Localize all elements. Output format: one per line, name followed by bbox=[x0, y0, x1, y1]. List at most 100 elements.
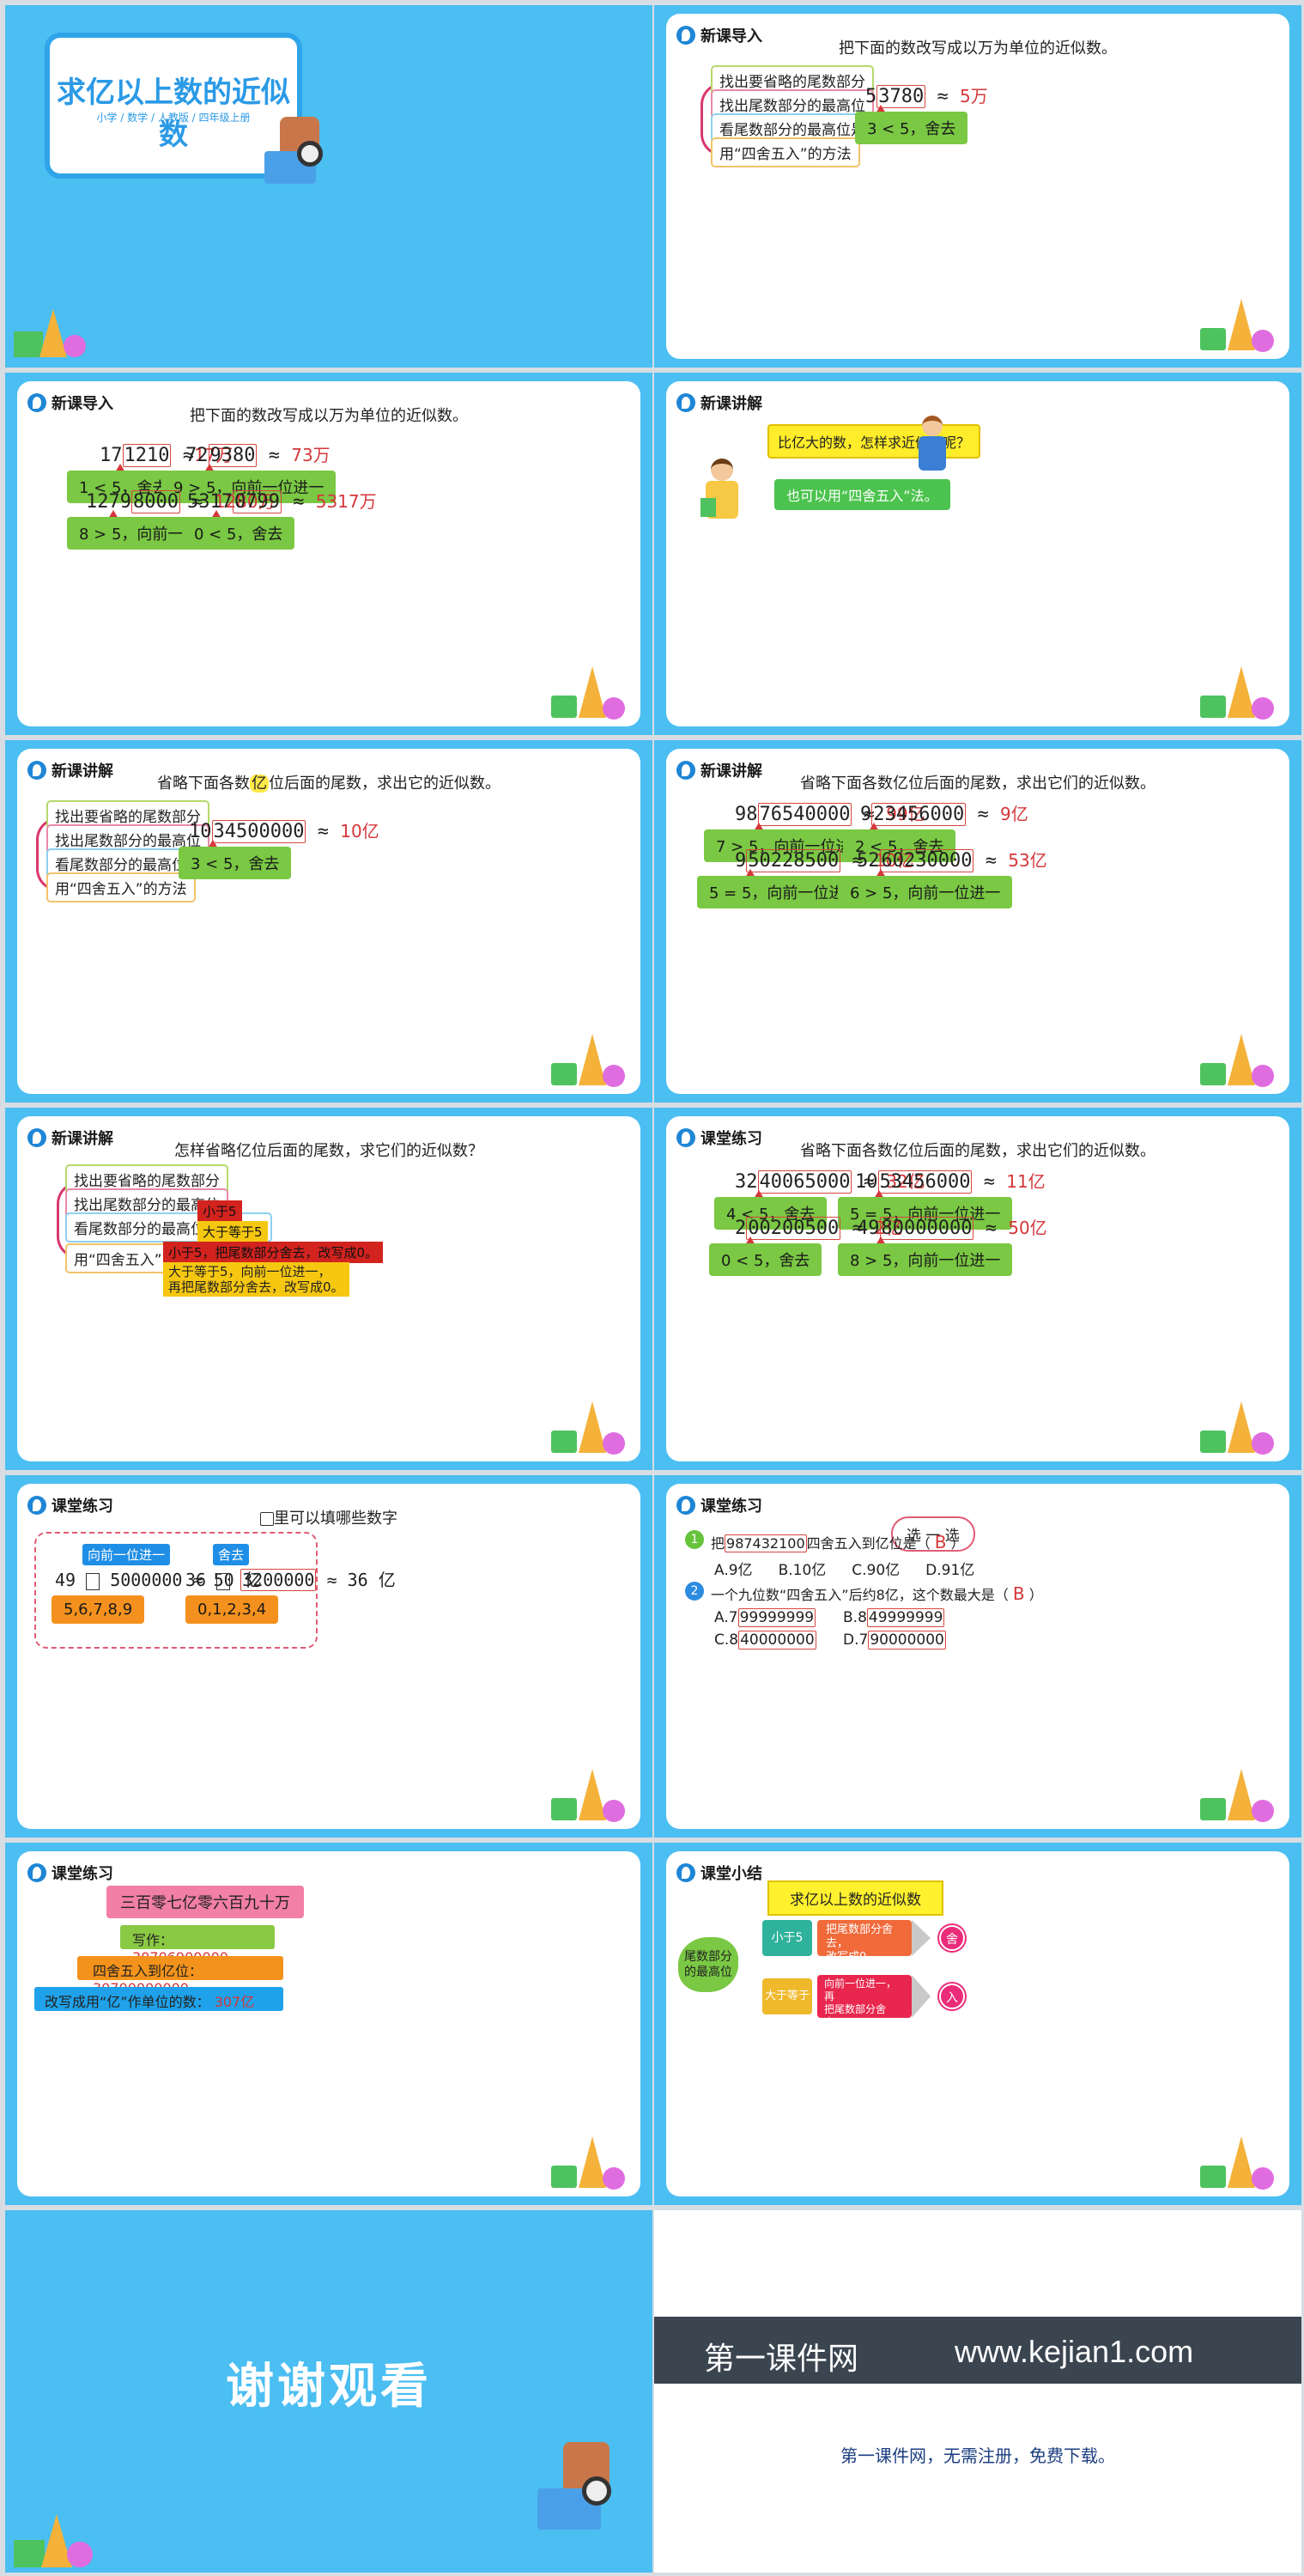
student-character-icon bbox=[701, 459, 743, 527]
brand-logo-icon bbox=[676, 393, 695, 412]
q2: 一个九位数“四舍五入”后约8亿，这个数最大是（ B ） bbox=[711, 1583, 1043, 1604]
tag-drop: 舍去 bbox=[213, 1544, 250, 1565]
expr-1: 171210 ≈17万 bbox=[100, 444, 234, 467]
slide-header: 课堂练习 bbox=[52, 1498, 113, 1516]
number-expr: 1034500000 ≈ 10亿 bbox=[189, 820, 379, 843]
slide-header: 课堂小结 bbox=[701, 1865, 762, 1883]
q2-option-d[interactable]: D.7 90000000 bbox=[843, 1631, 946, 1649]
decor-shapes bbox=[1200, 294, 1277, 354]
decor-shapes bbox=[551, 1396, 628, 1456]
brand-logo-icon bbox=[676, 1496, 695, 1515]
brand-logo-icon bbox=[676, 1863, 695, 1882]
q2-option-b[interactable]: B.8 49999999 bbox=[843, 1608, 945, 1627]
brand-logo-icon bbox=[27, 1496, 46, 1515]
pointer-icon bbox=[876, 105, 886, 113]
expr-2: 729380 ≈ 73万 bbox=[185, 444, 331, 467]
slide-header: 课堂练习 bbox=[701, 1498, 762, 1516]
slide-header: 新课讲解 bbox=[52, 762, 113, 781]
q1: 把 987432100 四舍五入到亿位是（ B ） bbox=[711, 1532, 965, 1552]
brand-bar: 第一课件网 www.kejian1.com bbox=[654, 2317, 1301, 2384]
note-2: 2 < 5，舍去 bbox=[843, 829, 956, 862]
banner-number-words: 三百零七亿零六百九十万 bbox=[106, 1886, 304, 1918]
decor-shapes bbox=[1200, 1764, 1277, 1824]
decor-books-illustration bbox=[529, 2433, 632, 2554]
q1-options: A.9亿 B.10亿 C.90亿 D.91亿 bbox=[714, 1558, 974, 1579]
expr-2: 1053456000 ≈ 11亿 bbox=[855, 1170, 1046, 1194]
slide-thanks: 谢谢观看 bbox=[5, 2210, 652, 2573]
decor-shapes bbox=[1200, 661, 1277, 721]
note-2: 9 > 5，向前一位进一 bbox=[161, 471, 337, 503]
row-yi-unit: 改写成用“亿”作单位的数： 307亿 bbox=[34, 1987, 283, 2011]
slide-lecture-4: 新课讲解 怎样省略亿位后面的尾数，求它们的近似数？ 找出要省略的尾数部分 找出尾… bbox=[5, 1108, 652, 1470]
step-4: 用“四舍五入”的方法 bbox=[711, 137, 860, 167]
slide-lecture-3: 新课讲解 省略下面各数亿位后面的尾数，求出它们的近似数。 9876540000 … bbox=[654, 740, 1301, 1103]
summary-title: 求亿以上数的近似数 bbox=[767, 1880, 943, 1916]
branch-ge-5: 大于等于5 bbox=[197, 1221, 268, 1242]
row-written: 写作： 30706900000 bbox=[120, 1925, 275, 1965]
pointer-icon bbox=[754, 1190, 764, 1199]
answer-right: 0,1,2,3,4 bbox=[185, 1595, 279, 1624]
note-1: 1 < 5，舍去 bbox=[67, 471, 180, 503]
q2-option-a[interactable]: A.7 99999999 bbox=[714, 1608, 816, 1627]
decor-shapes bbox=[14, 2494, 108, 2567]
pointer-icon bbox=[876, 869, 886, 878]
slide-header: 新课讲解 bbox=[701, 395, 762, 413]
badge-choose: 选 一 选 bbox=[891, 1516, 975, 1552]
decor-shapes bbox=[1200, 2131, 1277, 2191]
slide-header: 课堂练习 bbox=[52, 1865, 113, 1883]
q1-option-c[interactable]: C.90亿 bbox=[852, 1562, 901, 1579]
pointer-icon bbox=[108, 510, 118, 519]
pointer-icon bbox=[204, 464, 215, 472]
deck-title: 求亿以上数的近似数 bbox=[57, 76, 290, 152]
branch-ge5: 大于等于5 bbox=[762, 1978, 812, 2038]
expr-right: 36 3200000 ≈ 36 亿 bbox=[185, 1569, 396, 1591]
summary-root: 尾数部分 的最高位 bbox=[678, 1937, 738, 1992]
brand-logo-icon bbox=[27, 761, 46, 780]
blank-box-icon[interactable] bbox=[86, 1572, 100, 1590]
decor-shapes bbox=[551, 1029, 628, 1089]
decor-shapes bbox=[551, 2131, 628, 2191]
expr-4: 53170799 ≈ 5317万 bbox=[187, 490, 377, 513]
expr-3: 950228500 ≈ 10亿 bbox=[735, 849, 914, 872]
slide-practice-2: 课堂练习 里可以填哪些数字 向前一位进一 49 5000000 ≈ 50 亿 5… bbox=[5, 1475, 652, 1838]
note-2: 5 = 5，向前一位进一 bbox=[838, 1197, 1013, 1230]
slide-practice-1: 课堂练习 省略下面各数亿位后面的尾数，求出它们的近似数。 3240065000 … bbox=[654, 1108, 1301, 1470]
brand-logo-icon bbox=[27, 1128, 46, 1147]
branch-lt5: 小于5 bbox=[762, 1920, 812, 1956]
title-card: 求亿以上数的近似数 小学 / 数学 / 人教版 / 四年级上册 bbox=[45, 33, 302, 179]
brand-logo-icon bbox=[27, 1863, 46, 1882]
question: 省略下面各数亿位后面的尾数，求出它们的近似数。 bbox=[800, 775, 1155, 793]
result-round-up: 入 bbox=[939, 1984, 965, 2009]
pointer-icon bbox=[211, 510, 221, 519]
blank-box-icon[interactable] bbox=[216, 1572, 231, 1590]
branch-lt5-desc: 把尾数部分舍去， 改写成0。 bbox=[817, 1920, 912, 1964]
q1-option-d[interactable]: D.91亿 bbox=[925, 1562, 975, 1579]
branch-less-than-5: 小于5 bbox=[197, 1200, 242, 1222]
slide-lecture-1: 新课讲解 比亿大的数，怎样求近似数呢？ 也可以用“四舍五入”法。 bbox=[654, 373, 1301, 735]
brand-name: 第一课件网 bbox=[704, 2342, 859, 2377]
brand-logo-icon bbox=[676, 26, 695, 45]
pointer-icon bbox=[208, 840, 218, 848]
decor-shapes bbox=[1200, 1396, 1277, 1456]
pointer-icon bbox=[874, 1190, 884, 1199]
decor-shapes bbox=[14, 289, 100, 357]
decor-shapes bbox=[551, 1764, 628, 1824]
note-box: 3 < 5，舍去 bbox=[179, 847, 292, 879]
q1-option-a[interactable]: A.9亿 bbox=[714, 1562, 753, 1579]
step-4: 用“四舍五入”的方法 bbox=[46, 872, 196, 902]
brand-logo-icon bbox=[676, 1128, 695, 1147]
question: 把下面的数改写成以万为单位的近似数。 bbox=[839, 39, 1117, 58]
q1-option-b[interactable]: B.10亿 bbox=[778, 1562, 827, 1579]
slide-title: 求亿以上数的近似数 小学 / 数学 / 人教版 / 四年级上册 bbox=[5, 5, 652, 368]
note-4: 8 > 5，向前一位进一 bbox=[838, 1243, 1013, 1276]
brand-url[interactable]: www.kejian1.com bbox=[955, 2334, 1194, 2369]
question: 省略下面各数亿位后面的尾数，求出它们的近似数。 bbox=[800, 1142, 1155, 1160]
answer-left: 5,6,7,8,9 bbox=[52, 1595, 145, 1624]
question: 里可以填哪些数字 bbox=[17, 1506, 640, 1528]
slide-header: 新课讲解 bbox=[701, 762, 762, 781]
expr-3: 12798000 ≈ 1280万 bbox=[86, 490, 276, 513]
q2-option-c[interactable]: C.8 40000000 bbox=[714, 1631, 816, 1649]
pointer-icon bbox=[754, 823, 764, 831]
decor-shapes bbox=[1200, 1029, 1277, 1089]
arrow-ge5-icon bbox=[912, 1975, 931, 2018]
